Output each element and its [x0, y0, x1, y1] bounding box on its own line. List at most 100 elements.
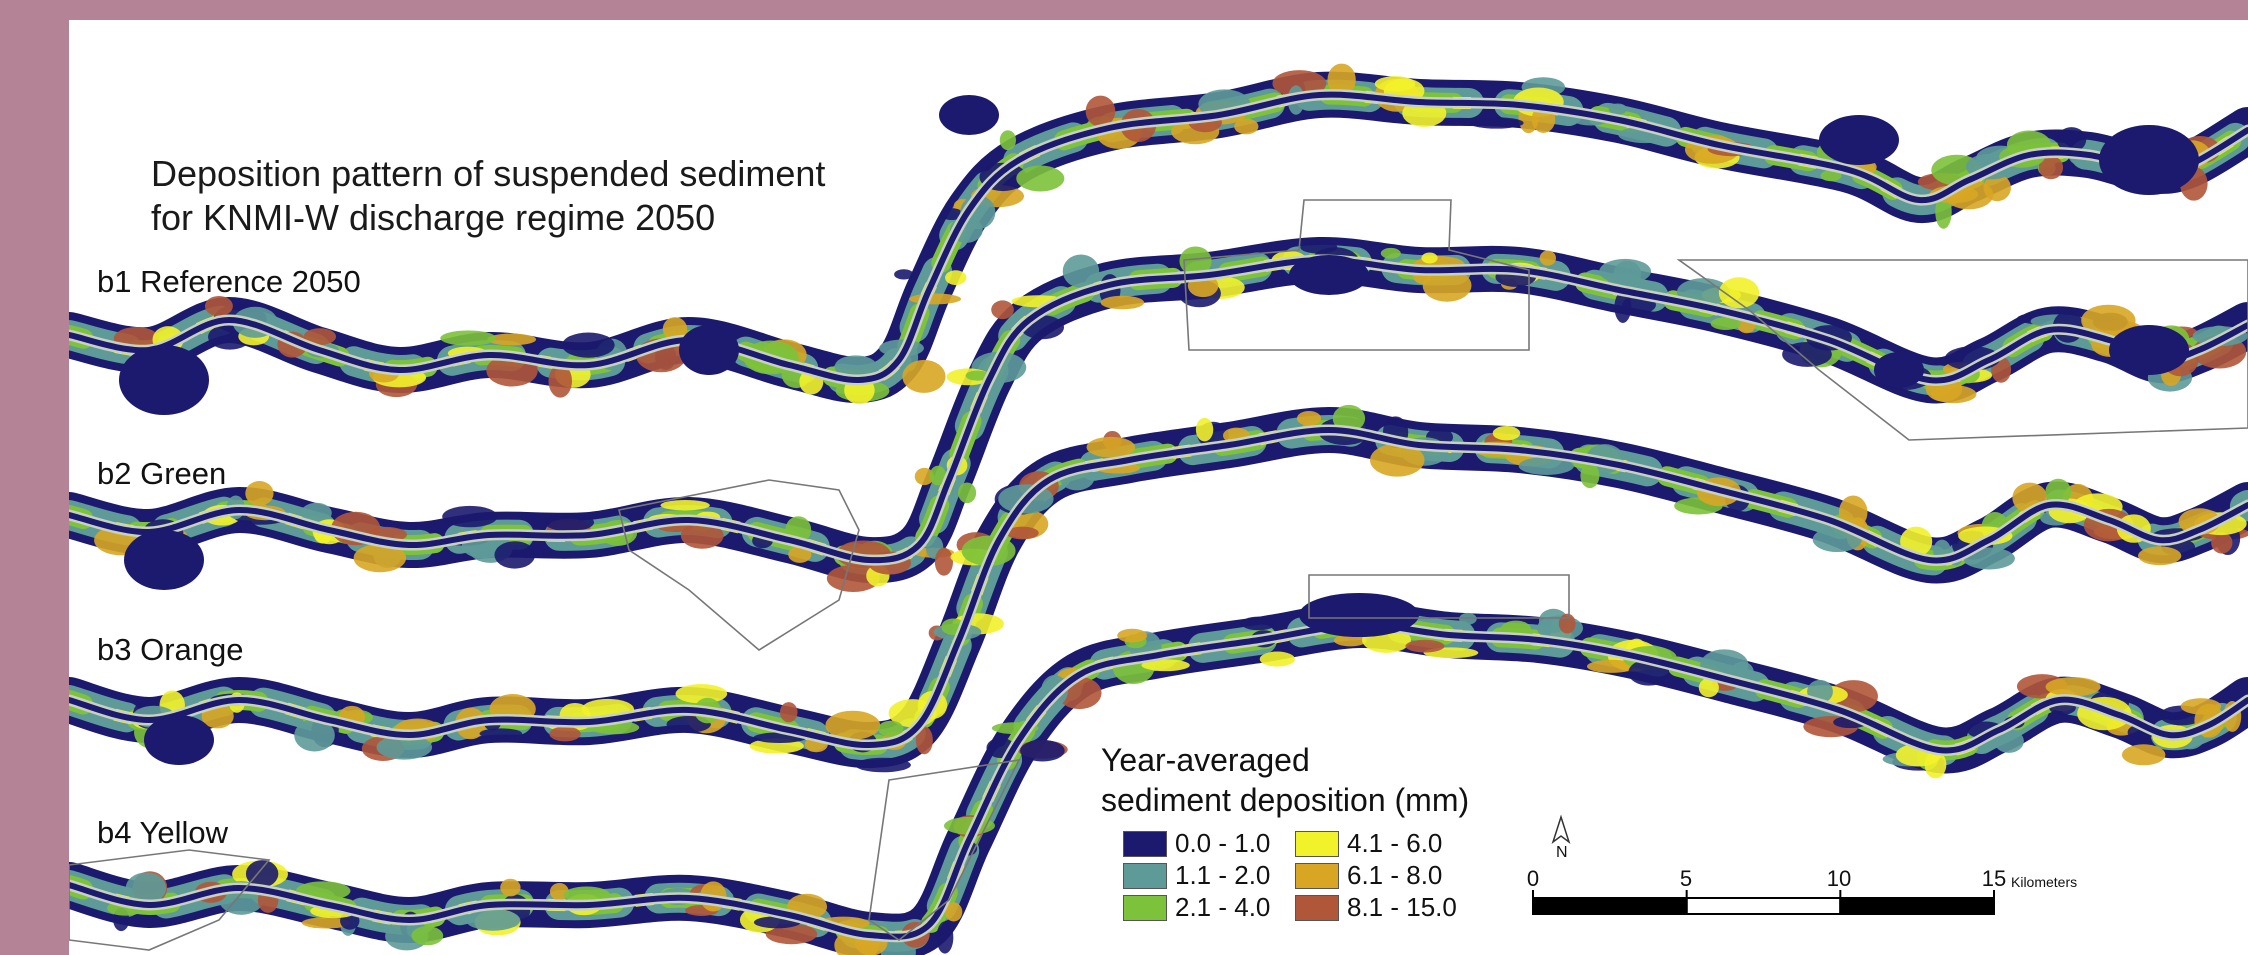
deposition-patch	[2138, 546, 2182, 566]
floodplain-area	[144, 715, 214, 765]
intervention-outline	[618, 479, 860, 651]
map-title-line2: for KNMI-W discharge regime 2050	[151, 197, 716, 238]
deposition-patch	[1935, 194, 1952, 229]
main-channel	[69, 426, 2248, 749]
floodplain-band	[69, 407, 2248, 769]
deposition-patch	[500, 878, 521, 897]
scale-tick-label: 15	[1981, 866, 2007, 891]
legend-item-0: 0.0 - 1.0	[1123, 828, 1270, 859]
deposition-patch	[909, 293, 962, 305]
main-channel	[69, 91, 2248, 384]
scenario-label-b2: b2 Green	[97, 456, 227, 491]
deposition-patch	[1820, 169, 1842, 182]
deposition-patch	[878, 720, 904, 737]
deposition-patch	[563, 886, 610, 903]
deposition-patch	[1333, 634, 1367, 647]
legend-item-4: 6.1 - 8.0	[1295, 860, 1442, 891]
deposition-patch	[2121, 744, 2166, 766]
floodplain-area	[1819, 115, 1899, 165]
deposition-patch	[442, 505, 498, 528]
intervention-outline	[1676, 259, 2248, 441]
deposition-patch	[945, 902, 963, 922]
deposition-patch	[965, 370, 990, 381]
deposition-patch	[125, 872, 167, 904]
deposition-patch	[945, 270, 967, 286]
intervention-outline	[1308, 574, 1570, 619]
deposition-patch	[465, 909, 521, 931]
main-channel	[69, 621, 2248, 940]
deposition-patch	[562, 332, 615, 358]
deposition-patch	[1195, 417, 1214, 442]
scale-segment	[1685, 897, 1842, 915]
legend-title-line2: sediment deposition (mm)	[1101, 782, 1470, 818]
floodplain-band	[69, 236, 2248, 584]
deposition-patch	[1141, 659, 1190, 672]
legend-label: 6.1 - 8.0	[1347, 860, 1443, 890]
deposition-patch	[1062, 254, 1100, 288]
north-arrow-shape	[1551, 814, 1571, 845]
legend-swatch	[1295, 894, 1339, 921]
scale-tick-label: 5	[1679, 866, 1693, 891]
scale-segment	[1532, 897, 1688, 915]
deposition-patch	[294, 719, 335, 752]
deposition-patch	[1983, 174, 2011, 202]
scenario-label-b1: b1 Reference 2050	[97, 264, 361, 299]
deposition-patch	[1234, 118, 1259, 135]
deposition-patch	[2056, 127, 2087, 153]
deposition-patch	[1259, 651, 1295, 667]
legend-label: 8.1 - 15.0	[1347, 892, 1457, 922]
deposition-patch	[680, 522, 724, 549]
deposition-patch	[934, 547, 954, 576]
deposition-patch	[929, 465, 947, 486]
floodplain-area	[2099, 125, 2199, 195]
deposition-patch	[999, 130, 1016, 151]
deposition-patch	[487, 333, 537, 346]
deposition-patch	[1421, 252, 1438, 264]
deposition-patch	[1370, 443, 1425, 477]
deposition-patch	[1608, 103, 1627, 115]
deposition-patch	[1539, 250, 1557, 266]
deposition-patch	[1838, 495, 1868, 529]
legend-label: 1.1 - 2.0	[1175, 860, 1271, 890]
deposition-patch	[915, 726, 933, 755]
legend-swatch	[1123, 894, 1167, 921]
deposition-patch	[991, 300, 1014, 320]
deposition-patch	[2211, 532, 2233, 554]
deposition-patch	[1710, 317, 1741, 330]
deposition-patch	[902, 359, 946, 393]
deposition-patch	[1117, 628, 1148, 643]
deposition-patch	[1380, 247, 1401, 259]
deposition-patch	[1580, 463, 1600, 489]
deposition-patch	[1327, 63, 1356, 96]
deposition-patch	[1100, 295, 1145, 310]
deposition-patch	[1016, 165, 1065, 192]
deposition-patch	[788, 546, 812, 563]
deposition-patch	[1405, 639, 1445, 653]
deposition-patch	[936, 921, 954, 954]
floodplain-band	[69, 253, 2248, 567]
legend-label: 0.0 - 1.0	[1175, 828, 1271, 858]
scale-segment	[1839, 897, 1996, 915]
floodplain-area	[939, 95, 999, 135]
legend-swatch	[1295, 862, 1339, 889]
floodplain-area	[2109, 325, 2189, 375]
deposition-patch	[855, 757, 911, 773]
deposition-patch	[940, 208, 964, 221]
deposition-patch	[1492, 425, 1521, 441]
floodplain-area	[679, 325, 739, 375]
deposition-patch	[1698, 678, 1719, 698]
river-strip-b2	[69, 236, 2248, 592]
deposition-patch	[1924, 750, 1947, 779]
legend-label: 2.1 - 4.0	[1175, 892, 1271, 922]
legend-item-1: 1.1 - 2.0	[1123, 860, 1270, 891]
scale-unit-label: Kilometers	[2011, 874, 2078, 890]
legend-title-line1: Year-averaged	[1101, 742, 1310, 778]
deposition-patch	[479, 728, 523, 739]
deposition-patch	[826, 564, 880, 592]
scenario-label-b4: b4 Yellow	[97, 815, 229, 850]
legend-swatch	[1123, 862, 1167, 889]
deposition-patch	[544, 513, 595, 532]
floodplain-area	[124, 530, 204, 590]
legend-item-5: 8.1 - 15.0	[1295, 892, 1457, 923]
map-panel: Deposition pattern of suspended sediment…	[69, 20, 2248, 955]
